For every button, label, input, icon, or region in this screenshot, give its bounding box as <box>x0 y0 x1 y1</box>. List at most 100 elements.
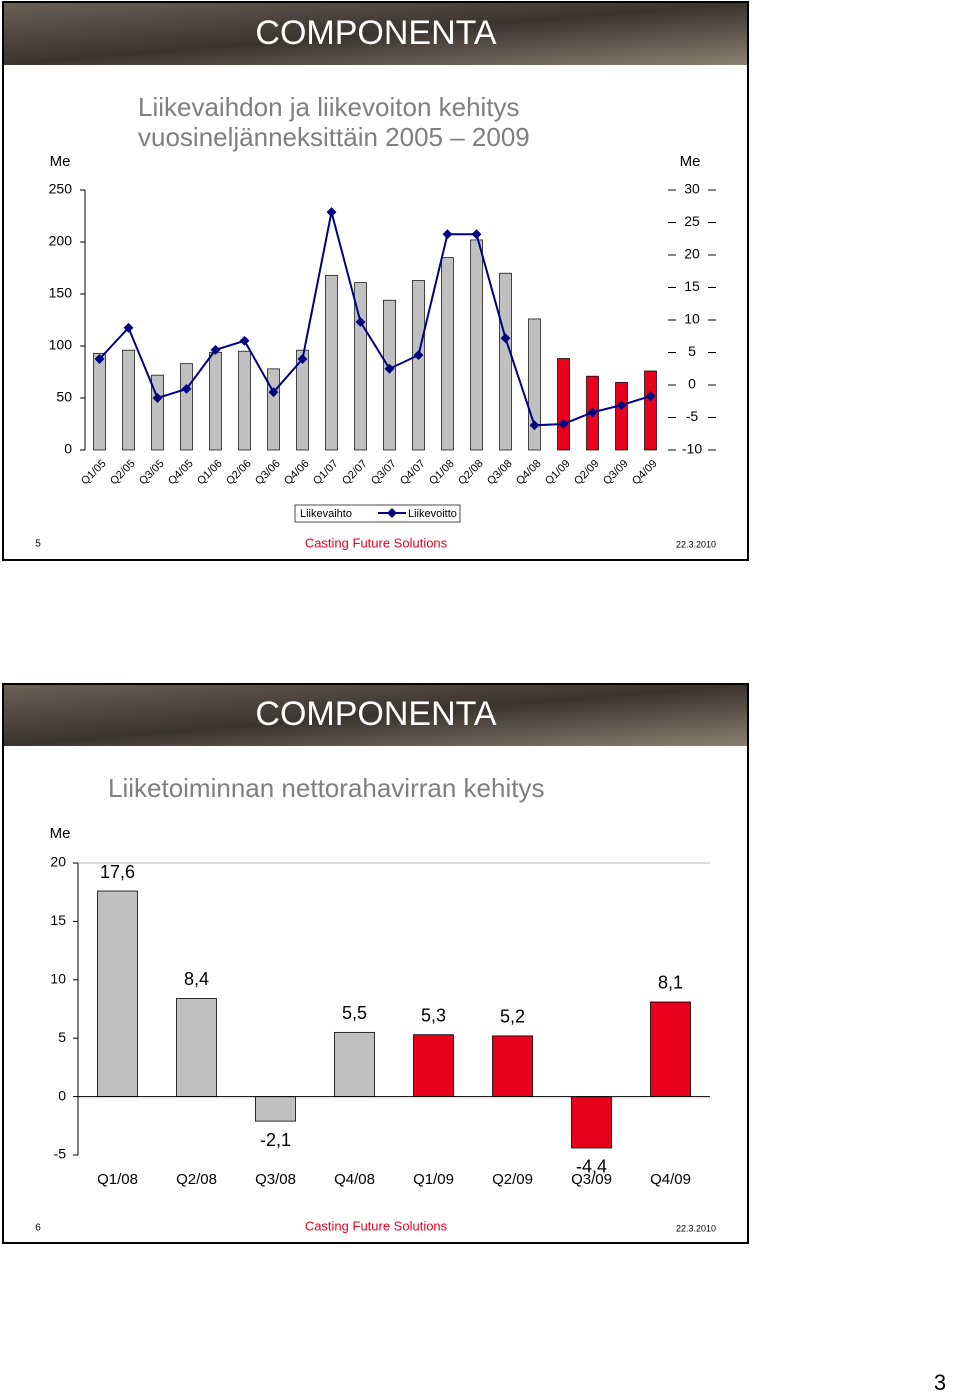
legend-marker <box>387 508 397 518</box>
bar <box>334 1031 375 1097</box>
y-axis-label: Me <box>50 825 71 842</box>
y2-tick-label: 5 <box>688 343 696 359</box>
value-label: -4,4 <box>576 1157 607 1177</box>
marker <box>471 229 482 240</box>
value-label: 17,6 <box>100 862 135 882</box>
bar <box>499 272 512 451</box>
marker <box>558 419 569 429</box>
bar <box>571 1096 612 1149</box>
slide-number: 6 <box>35 1223 41 1234</box>
y-tick-label: 100 <box>49 337 73 353</box>
value-label: -2,1 <box>260 1130 291 1150</box>
bar <box>255 1096 296 1122</box>
y-tick-label: 10 <box>50 971 66 987</box>
slogan: Casting Future Solutions <box>305 1218 448 1233</box>
marker <box>587 407 598 418</box>
x-tick-label: Q4/09 <box>650 1171 691 1188</box>
y2-axis-label: Me <box>680 153 701 170</box>
bar <box>412 280 425 451</box>
y-axis-label: Me <box>50 153 71 170</box>
logo: COMPONENTA <box>255 14 496 52</box>
slide-frame <box>2 1 749 561</box>
marker <box>152 393 163 403</box>
bar <box>470 239 483 451</box>
y-tick-label: 150 <box>49 285 73 301</box>
x-tick-label: Q2/08 <box>176 1171 217 1188</box>
legend-label: Liikevaihto <box>300 508 352 520</box>
marker <box>500 333 511 344</box>
bar <box>644 370 657 451</box>
bar <box>615 382 628 451</box>
bar <box>267 368 280 451</box>
legend-label: Liikevoitto <box>408 508 457 520</box>
marker <box>326 207 337 218</box>
legend-box <box>294 504 461 523</box>
bar <box>238 350 251 451</box>
bar <box>413 1034 454 1098</box>
x-tick-label: Q3/08 <box>255 1171 296 1188</box>
logo-band <box>4 685 747 746</box>
value-label: 5,3 <box>421 1005 446 1025</box>
marker <box>616 400 627 411</box>
logo: COMPONENTA <box>255 695 496 733</box>
y2-tick-label: 25 <box>684 213 700 229</box>
x-tick-label: Q1/08 <box>97 1171 138 1188</box>
marker <box>413 350 424 361</box>
bar <box>492 1035 533 1098</box>
y2-tick-label: 30 <box>684 181 700 197</box>
marker <box>181 383 192 394</box>
bar <box>151 374 164 451</box>
bar <box>97 890 138 1097</box>
value-label: 5,5 <box>342 1003 367 1023</box>
y-tick-label: 250 <box>49 181 73 197</box>
y-tick-label: 200 <box>49 233 73 249</box>
y2-tick-label: -10 <box>682 441 702 457</box>
bar <box>528 318 541 451</box>
page-number: 3 <box>934 1370 946 1395</box>
y-tick-label: 5 <box>58 1029 66 1045</box>
marker <box>268 387 279 398</box>
logo-band <box>4 3 747 65</box>
bar <box>383 299 396 451</box>
y-tick-label: -5 <box>54 1146 67 1162</box>
marker <box>297 354 308 364</box>
value-label: 8,4 <box>184 969 209 989</box>
y-tick-label: 0 <box>58 1087 66 1103</box>
bar <box>557 358 570 451</box>
bar <box>93 352 106 451</box>
x-tick-label: Q2/09 <box>492 1171 533 1188</box>
bar <box>650 1001 691 1098</box>
y2-tick-label: 15 <box>684 278 700 294</box>
bar <box>296 349 309 451</box>
y2-tick-label: -5 <box>686 408 699 424</box>
bar <box>122 349 135 451</box>
y-tick-label: 20 <box>50 854 66 870</box>
value-label: 5,2 <box>500 1007 525 1027</box>
bar <box>325 274 338 451</box>
marker <box>239 335 250 346</box>
x-tick-label: Q1/09 <box>413 1171 454 1188</box>
date: 22.3.2010 <box>676 1223 716 1233</box>
y-tick-label: 0 <box>64 441 72 457</box>
marker <box>645 391 656 401</box>
marker <box>529 420 540 431</box>
bar <box>441 257 454 451</box>
marker <box>384 363 395 374</box>
y2-tick-label: 0 <box>688 376 696 392</box>
value-label: 8,1 <box>658 973 683 993</box>
slide-number: 5 <box>35 539 41 550</box>
bar <box>354 282 367 451</box>
marker <box>210 344 221 355</box>
x-tick-label: Q3/09 <box>571 1171 612 1188</box>
y2-tick-label: 20 <box>684 246 700 262</box>
y-tick-label: 15 <box>50 912 66 928</box>
bar <box>180 363 193 451</box>
line <box>98 211 651 427</box>
marker <box>355 317 366 327</box>
slogan: Casting Future Solutions <box>305 535 448 550</box>
chart-title: Liiketoiminnan nettorahavirran kehitys <box>108 773 545 803</box>
chart-title: Liikevaihdon ja liikevoiton kehitys vuos… <box>138 92 530 152</box>
date: 22.3.2010 <box>676 539 716 549</box>
